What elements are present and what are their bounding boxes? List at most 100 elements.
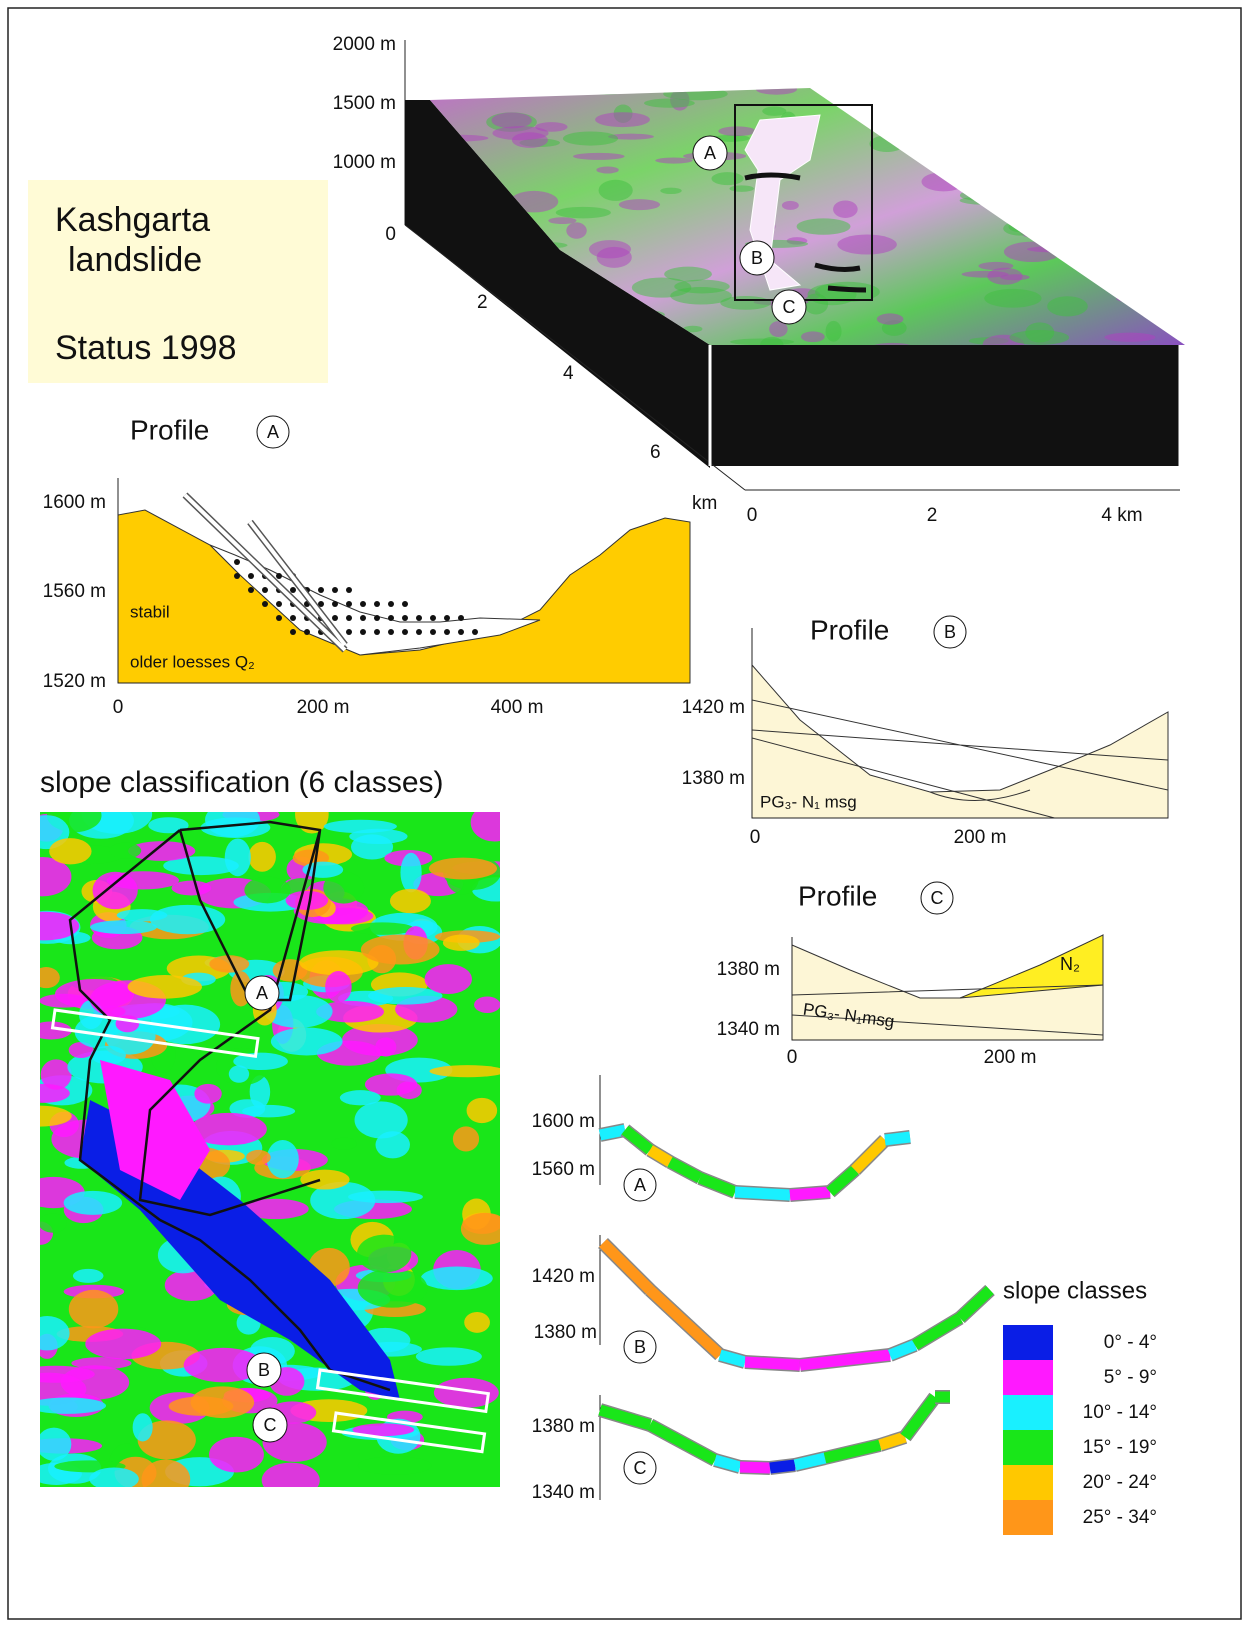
dot — [430, 629, 436, 635]
profile-segment — [799, 1349, 891, 1371]
slope-patch — [71, 1357, 132, 1370]
profile-segment — [789, 1186, 831, 1201]
z-label: 0 — [385, 224, 396, 245]
slope-patch — [72, 1268, 104, 1283]
legend-label: 10° - 14° — [1083, 1402, 1157, 1423]
y-label: 1380 m — [534, 1322, 597, 1343]
profile-segment — [884, 1131, 911, 1146]
terrain-patch — [588, 240, 632, 259]
marker: B — [739, 240, 775, 276]
dot — [318, 601, 324, 607]
y-label: 1380 m — [532, 1416, 595, 1437]
terrain-patch — [921, 172, 966, 192]
marker-label: B — [944, 622, 956, 642]
slope-patch — [248, 841, 276, 872]
dot — [234, 559, 240, 565]
title-line: Status 1998 — [55, 329, 236, 367]
terrain-patch — [562, 131, 619, 146]
depth-label: 2 — [477, 292, 488, 313]
dot — [402, 629, 408, 635]
x-label: 0 — [750, 827, 761, 848]
slope-patch — [244, 876, 291, 904]
terrain-patch — [923, 143, 950, 161]
slope-patch — [464, 1311, 490, 1333]
title-line: landslide — [68, 241, 202, 279]
profile-b: Profile B 1420 m 1380 m 0 200 m PG₃- N₁ … — [682, 614, 1169, 848]
profile-segment — [826, 1165, 859, 1197]
slope-map — [40, 812, 500, 1487]
profile-segment — [599, 1239, 654, 1294]
dot — [388, 615, 394, 621]
terrain-patch — [1165, 295, 1185, 312]
terrain-patch — [435, 336, 454, 345]
slope-patch — [132, 1413, 153, 1442]
slope-patch — [40, 1372, 87, 1406]
x-label: 0 — [747, 505, 758, 526]
terrain-patch — [430, 320, 495, 329]
z-label: 2000 m — [333, 34, 396, 55]
slope-patch — [168, 1396, 234, 1416]
profile-segment — [718, 1349, 747, 1368]
x-label: 200 m — [954, 827, 1007, 848]
marker-label: A — [704, 143, 716, 163]
dot — [444, 629, 450, 635]
block-diagram: 2000 m 1500 m 1000 m 0 2 4 6 km 0 2 4 km… — [333, 34, 1185, 526]
legend-label: 15° - 19° — [1083, 1437, 1157, 1458]
slope-patch — [40, 857, 72, 897]
slope-patch — [364, 1073, 418, 1096]
terrain-patch — [471, 339, 489, 345]
terrain-patch — [683, 325, 703, 333]
slope-patch — [352, 1423, 415, 1437]
legend-swatch — [1003, 1500, 1053, 1535]
slope-patch — [474, 996, 500, 1013]
slope-patch — [40, 1021, 72, 1040]
terrain-patch — [713, 134, 750, 142]
profile-line — [183, 493, 347, 652]
slope-patch — [246, 1149, 271, 1165]
terrain-patch — [869, 135, 905, 153]
x-label: 4 km — [1101, 505, 1142, 526]
terrain-patch — [655, 157, 693, 164]
terrain-patch — [664, 266, 712, 282]
terrain-patch — [660, 187, 682, 195]
dot — [248, 587, 254, 593]
y-label: 1600 m — [43, 492, 106, 513]
slope-patch — [428, 857, 498, 880]
side-face — [405, 100, 710, 468]
marker-label: C — [634, 1458, 647, 1478]
terrain-patch — [928, 102, 993, 123]
slope-patch — [63, 1190, 123, 1215]
terrain-patch — [1024, 159, 1048, 167]
terrain-patch — [598, 179, 633, 201]
y-label: 1600 m — [532, 1111, 595, 1132]
terrain-patch — [1102, 178, 1138, 186]
x-label: 200 m — [297, 697, 350, 718]
dot — [402, 601, 408, 607]
marker: C — [771, 289, 807, 325]
slope-patch — [40, 1427, 72, 1461]
terrain-patch — [959, 190, 996, 201]
slope-patch — [424, 964, 472, 995]
marker-label: C — [931, 888, 944, 908]
terrain-patch — [430, 278, 461, 287]
depth-label: 6 — [650, 442, 661, 463]
slope-patch — [249, 1075, 271, 1109]
marker-label: C — [783, 297, 796, 317]
dot — [360, 615, 366, 621]
legend-label: 20° - 24° — [1083, 1472, 1157, 1493]
slope-patch — [40, 1316, 70, 1351]
slope-patch — [224, 838, 251, 877]
profile-segment — [851, 1136, 889, 1174]
terrain-patch — [876, 104, 914, 120]
dot — [346, 601, 352, 607]
dot — [276, 615, 282, 621]
dot — [458, 629, 464, 635]
dot — [276, 573, 282, 579]
slope-patch — [357, 1268, 428, 1308]
dot — [318, 587, 324, 593]
y-label: 1340 m — [532, 1482, 595, 1503]
unit-label: N₂ — [1060, 954, 1080, 974]
legend-swatch — [1003, 1465, 1053, 1500]
dot — [234, 573, 240, 579]
